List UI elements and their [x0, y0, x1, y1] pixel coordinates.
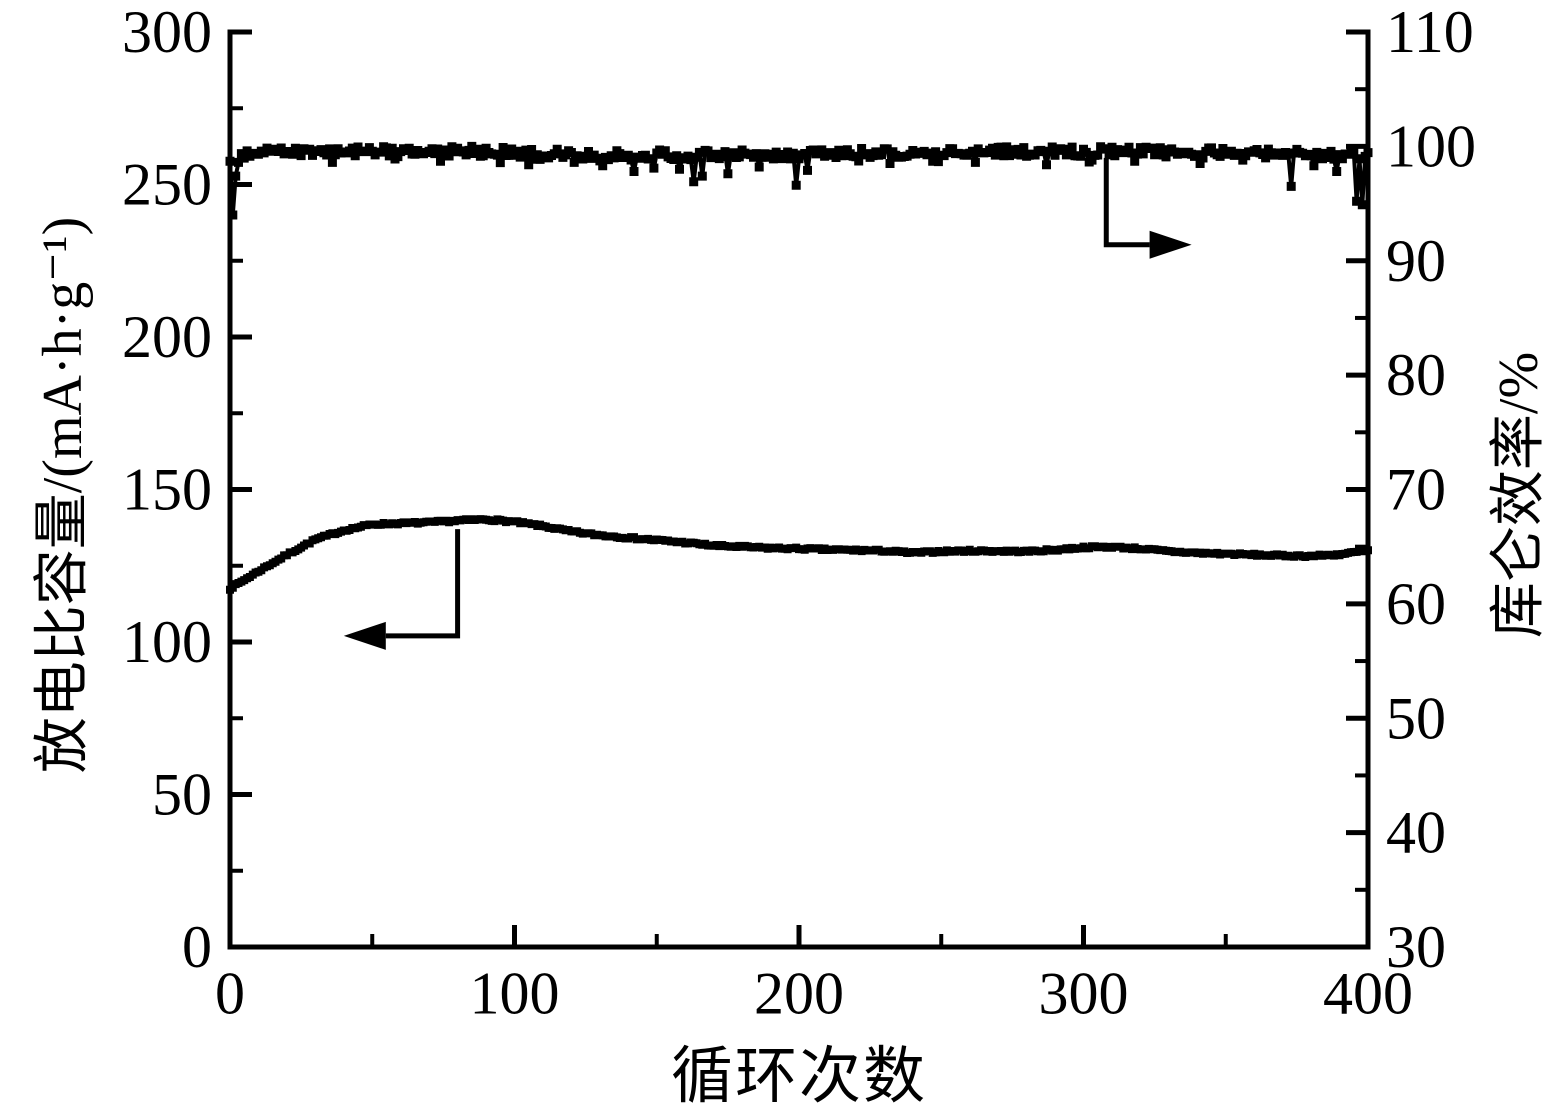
- y-left-axis: 0 50 100 150 200 250 300: [122, 0, 252, 980]
- left-y-axis-title: 放电比容量/(mA·h·g⁻¹): [31, 216, 94, 774]
- y-right-tick-label: 110: [1386, 0, 1474, 65]
- y-left-tick-label: 100: [122, 609, 212, 675]
- efficiency-axis-arrow: [1103, 157, 1192, 259]
- y-right-tick-label: 60: [1386, 571, 1446, 637]
- x-tick-label: 100: [470, 960, 560, 1026]
- y-left-tick-label: 300: [122, 0, 212, 65]
- arrowhead-icon: [1149, 230, 1192, 259]
- y-left-tick-label: 0: [182, 914, 212, 980]
- y-right-tick-label: 40: [1386, 800, 1446, 866]
- x-axis: 0 100 200 300 400: [215, 925, 1413, 1026]
- y-left-tick-label: 150: [122, 457, 212, 523]
- discharge-capacity-series: [226, 515, 1372, 594]
- right-y-axis-title: 库仑效率/%: [1487, 351, 1550, 639]
- x-tick-label: 300: [1039, 960, 1129, 1026]
- y-right-tick-label: 50: [1386, 685, 1446, 751]
- x-axis-title: 循环次数: [670, 1042, 927, 1107]
- y-left-tick-label: 50: [152, 762, 212, 828]
- y-right-tick-label: 30: [1386, 914, 1446, 980]
- y-right-axis: 30 40 50 60 70 80 90 100 110: [1346, 0, 1476, 980]
- y-left-tick-label: 250: [122, 152, 212, 218]
- x-tick-label: 400: [1323, 960, 1413, 1026]
- y-right-tick-label: 90: [1386, 228, 1446, 294]
- y-right-tick-label: 80: [1386, 342, 1446, 408]
- arrowhead-icon: [343, 621, 386, 650]
- coulombic-efficiency-series: [225, 141, 1373, 220]
- x-tick-label: 0: [215, 960, 245, 1026]
- y-left-tick-label: 200: [122, 304, 212, 370]
- x-tick-label: 200: [754, 960, 844, 1026]
- capacity-axis-arrow: [343, 529, 461, 650]
- y-right-tick-label: 70: [1386, 457, 1446, 523]
- y-right-tick-label: 100: [1386, 113, 1476, 179]
